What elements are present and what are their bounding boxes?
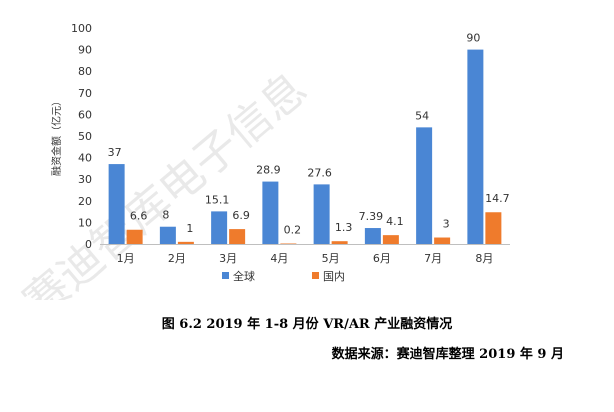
y-tick-label: 20	[78, 195, 92, 208]
x-tick-label: 2月	[168, 252, 186, 265]
value-label: 27.6	[307, 166, 332, 179]
y-tick-label: 50	[78, 130, 92, 143]
bar-domestic-8	[485, 212, 502, 244]
value-label: 1.3	[335, 221, 353, 234]
y-axis-label: 融资金额（亿元）	[50, 96, 63, 176]
value-label: 1	[186, 222, 193, 235]
bars	[108, 49, 502, 244]
value-label: 28.9	[256, 164, 281, 177]
bar-domestic-2	[177, 241, 194, 244]
bar-global-4	[262, 181, 279, 244]
y-tick-label: 90	[78, 44, 92, 57]
legend-swatch	[312, 272, 319, 279]
value-label: 6.6	[130, 210, 148, 223]
bar-global-2	[159, 226, 176, 244]
value-label: 14.7	[485, 192, 510, 205]
x-tick-label: 5月	[322, 252, 340, 265]
y-tick-label: 70	[78, 87, 92, 100]
y-tick-label: 80	[78, 65, 92, 78]
value-label: 90	[466, 32, 480, 45]
y-tick-label: 10	[78, 216, 92, 229]
y-tick-label: 100	[71, 22, 92, 35]
y-tick-label: 30	[78, 173, 92, 186]
bar-domestic-3	[229, 229, 246, 244]
x-tick-label: 3月	[219, 252, 237, 265]
legend-label: 国内	[323, 269, 345, 283]
bar-global-3	[211, 211, 228, 244]
x-tick-label: 8月	[475, 252, 493, 265]
bar-domestic-1	[126, 229, 143, 244]
value-label: 54	[415, 109, 429, 122]
x-axis: 1月 2月 3月 4月 5月 6月 7月 8月	[100, 244, 510, 265]
legend: 全球 国内	[222, 269, 345, 283]
legend-label: 全球	[233, 269, 255, 283]
bar-domestic-5	[331, 241, 348, 244]
value-label: 8	[162, 209, 169, 222]
value-label: 4.1	[386, 215, 404, 228]
value-labels: 37 6.6 8 1 15.16.9 28.9 0.2 27.6 1.3 7.39 4.1 54 3 90…	[108, 32, 510, 237]
bar-global-6	[364, 228, 381, 244]
x-tick-label: 4月	[270, 252, 288, 265]
value-label: 6.9	[232, 209, 250, 222]
legend-swatch	[222, 272, 229, 279]
value-label: 0.2	[284, 224, 302, 237]
bar-domestic-7	[434, 237, 451, 244]
bar-chart: 赛迪智库电子信息 0102030405060708090100融资金额（亿元） …	[14, 22, 510, 300]
y-tick-label: 0	[85, 238, 92, 251]
x-tick-label: 1月	[117, 252, 135, 265]
bar-global-5	[313, 184, 330, 244]
value-label: 7.39	[359, 210, 384, 223]
value-label: 15.1	[205, 193, 230, 206]
bar-domestic-6	[382, 235, 399, 244]
bar-domestic-4	[280, 243, 297, 244]
y-tick-label: 40	[78, 152, 92, 165]
x-tick-label: 6月	[373, 252, 391, 265]
figure-caption: 图 6.2 2019 年 1-8 月份 VR/AR 产业融资情况	[161, 317, 453, 332]
x-tick-label: 7月	[424, 252, 442, 265]
value-label: 37	[108, 146, 122, 159]
bar-global-1	[108, 164, 125, 244]
data-source: 数据来源：赛迪智库整理 2019 年 9 月	[331, 347, 564, 362]
y-tick-label: 60	[78, 108, 92, 121]
y-axis: 0 10 20 30 40 50 60 70 80 90 100 融资金额（亿元）	[50, 22, 92, 251]
value-label: 3	[443, 218, 450, 231]
bar-global-7	[416, 127, 433, 244]
bar-global-8	[467, 49, 484, 244]
